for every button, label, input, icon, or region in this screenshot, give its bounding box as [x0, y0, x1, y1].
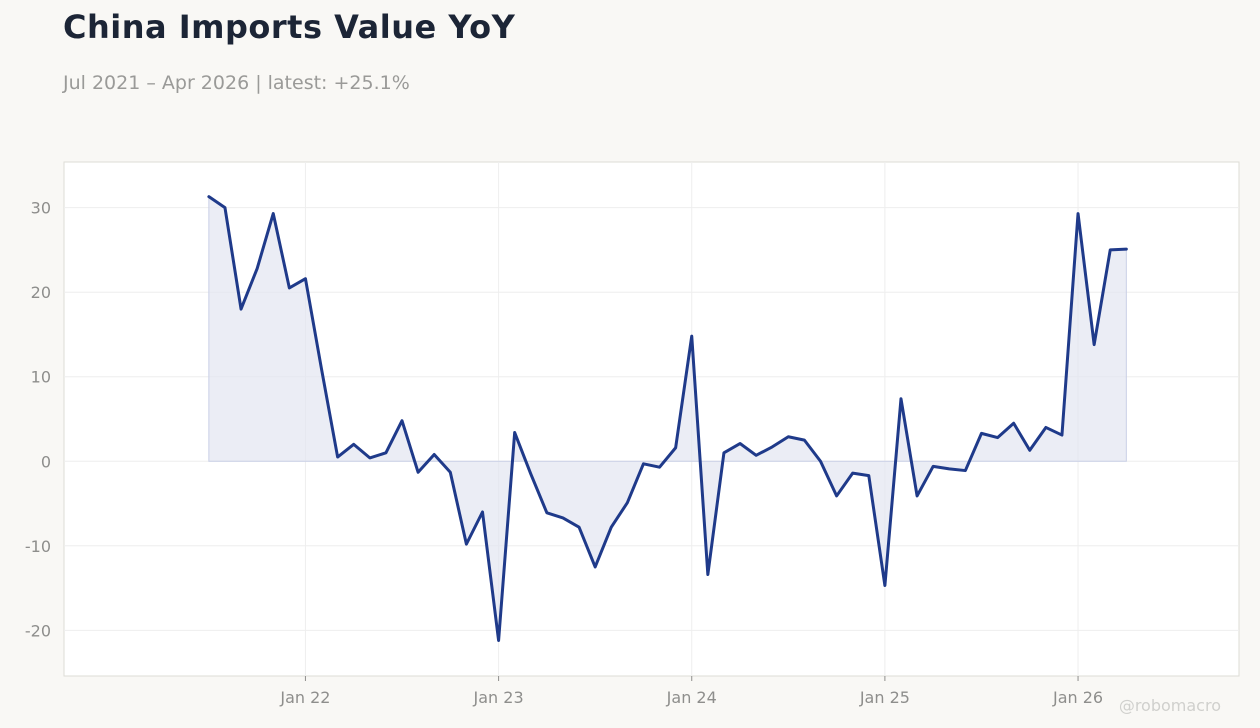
data-point-2023-11	[658, 465, 662, 469]
data-point-2025-10	[1028, 448, 1032, 452]
data-point-2025-06	[963, 469, 967, 473]
data-point-2022-09	[432, 453, 436, 457]
data-point-2022-03	[336, 455, 340, 459]
y-tick-label: -20	[25, 621, 51, 640]
data-point-2021-09	[239, 307, 243, 311]
data-point-2023-06	[577, 525, 581, 529]
data-point-2025-12	[1060, 433, 1064, 437]
data-point-2022-08	[416, 470, 420, 474]
data-point-2021-11	[271, 212, 275, 216]
data-point-2023-01	[497, 638, 501, 642]
data-point-2026-02	[1092, 343, 1096, 347]
x-tick-label: Jan 23	[473, 688, 524, 707]
data-point-2022-04	[352, 442, 356, 446]
data-point-2024-09	[819, 459, 823, 463]
data-point-2023-03	[529, 472, 533, 476]
data-point-2023-05	[561, 516, 565, 520]
y-tick-label: 0	[41, 452, 51, 471]
y-axis-ticks: 30 20 10 0 -10 -20	[25, 199, 51, 641]
data-point-2022-11	[464, 542, 468, 546]
chart-subtitle: Jul 2021 – Apr 2026 | latest: +25.1%	[63, 72, 410, 94]
y-tick-label: 30	[31, 199, 51, 218]
data-point-2023-12	[674, 446, 678, 450]
data-point-2024-04	[738, 442, 742, 446]
x-axis-ticks: Jan 22 Jan 23 Jan 24 Jan 25 Jan 26	[279, 676, 1103, 707]
data-point-2023-09	[625, 501, 629, 505]
data-point-2025-08	[996, 436, 1000, 440]
data-point-2022-06	[384, 451, 388, 455]
data-point-2024-07	[786, 435, 790, 439]
data-point-2021-07	[207, 195, 211, 199]
data-point-2024-10	[835, 494, 839, 498]
data-point-2024-05	[754, 453, 758, 457]
x-tick-label: Jan 26	[1052, 688, 1103, 707]
y-tick-label: 10	[31, 368, 51, 387]
data-point-2022-12	[480, 510, 484, 514]
data-point-2026-04	[1124, 247, 1128, 251]
data-point-2022-01	[303, 277, 307, 281]
data-point-2024-06	[770, 445, 774, 449]
data-point-2023-08	[609, 525, 613, 529]
data-point-2021-10	[255, 267, 259, 271]
data-point-2021-08	[223, 206, 227, 210]
data-point-2023-02	[513, 431, 517, 435]
data-point-2023-04	[545, 511, 549, 515]
x-tick-label: Jan 25	[859, 688, 910, 707]
x-tick-label: Jan 24	[666, 688, 717, 707]
data-point-2024-01	[690, 334, 694, 338]
y-tick-label: -10	[25, 537, 51, 556]
data-point-2025-11	[1044, 425, 1048, 429]
data-point-2022-02	[320, 367, 324, 371]
y-tick-label: 20	[31, 283, 51, 302]
x-tick-label: Jan 22	[279, 688, 330, 707]
data-point-2025-04	[931, 464, 935, 468]
chart-title: China Imports Value YoY	[63, 8, 516, 46]
data-point-2026-03	[1108, 248, 1112, 252]
data-point-2024-02	[706, 573, 710, 577]
data-point-2024-12	[867, 474, 871, 478]
watermark: @robomacro	[1119, 696, 1221, 715]
data-point-2023-07	[593, 565, 597, 569]
data-point-2024-03	[722, 451, 726, 455]
data-point-2025-02	[899, 397, 903, 401]
data-point-2025-03	[915, 494, 919, 498]
data-point-2025-05	[947, 467, 951, 471]
data-point-2022-10	[448, 470, 452, 474]
data-point-2025-01	[883, 584, 887, 588]
data-point-2022-05	[368, 456, 372, 460]
data-point-2022-07	[400, 419, 404, 423]
data-point-2026-01	[1076, 212, 1080, 216]
line-series	[207, 195, 1128, 642]
data-point-2024-11	[851, 471, 855, 475]
data-point-2025-09	[1012, 421, 1016, 425]
data-point-2024-08	[802, 438, 806, 442]
data-point-2025-07	[979, 431, 983, 435]
data-point-2023-10	[641, 462, 645, 466]
data-point-2021-12	[287, 286, 291, 290]
